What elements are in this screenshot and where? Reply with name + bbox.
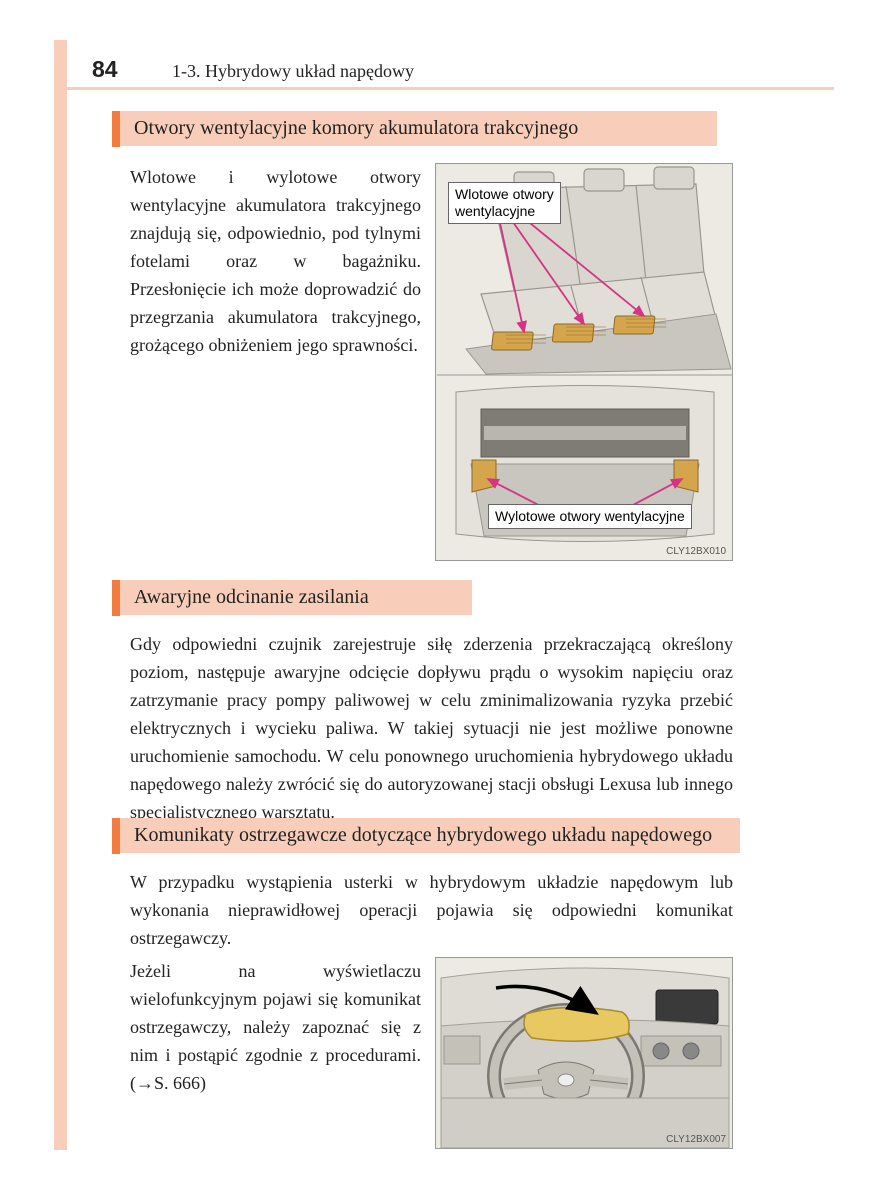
- chapter-title: 1-3. Hybrydowy układ napędowy: [172, 61, 414, 82]
- figure1-frame: Wlotowe otwory wentylacyjne Wylotowe otw…: [435, 163, 733, 561]
- side-accent-bar: [54, 40, 67, 1150]
- section2-body: Gdy odpowiedni czujnik zarejestruje siłę…: [130, 630, 733, 826]
- page-number: 84: [92, 56, 118, 83]
- section3-body2: Jeżeli na wyświetlaczu wielofunkcyjnym p…: [130, 957, 421, 1097]
- section2-title: Awaryjne odcinanie zasilania: [120, 580, 472, 615]
- section1-accent: [112, 111, 120, 147]
- section3-title: Komunikaty ostrzegawcze dotyczące hybryd…: [120, 818, 740, 853]
- figure2-code: CLY12BX007: [666, 1134, 726, 1145]
- figure1-label-outlet: Wylotowe otwory wentylacyjne: [488, 504, 692, 529]
- figure2-svg: [436, 958, 733, 1149]
- figure1-code: CLY12BX010: [666, 546, 726, 557]
- section2-accent: [112, 580, 120, 616]
- section3-body1: W przypadku wystąpienia usterki w hybryd…: [130, 868, 733, 952]
- figure2-frame: CLY12BX007: [435, 957, 733, 1149]
- section3-accent: [112, 818, 120, 854]
- header-rule: [54, 87, 834, 90]
- figure1-label-inlet: Wlotowe otwory wentylacyjne: [448, 182, 561, 224]
- section1-title: Otwory wentylacyjne komory akumulatora t…: [120, 111, 717, 146]
- section1-body: Wlotowe i wylotowe otwory wentylacyjne a…: [130, 163, 421, 359]
